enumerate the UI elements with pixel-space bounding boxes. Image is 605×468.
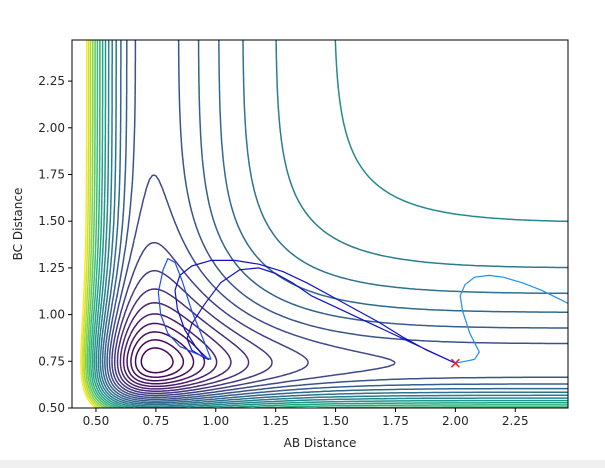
contour-level-11	[106, 40, 568, 401]
x-axis-ticks: 0.50 0.75 1.00 1.25 1.50 1.75 2.00 2.25	[83, 408, 529, 428]
y-tick-label: 1.00	[38, 308, 65, 322]
contour-level-18	[91, 40, 568, 408]
contour-level-3	[130, 331, 195, 382]
x-tick-label: 1.50	[322, 414, 349, 428]
contour-level-20	[88, 40, 568, 408]
x-tick-label: 1.25	[262, 414, 289, 428]
contour-level-10	[108, 174, 396, 399]
y-axis-ticks: 0.50 0.75 1.00 1.25 1.50 1.75 2.00 2.25	[38, 74, 72, 415]
x-axis-label: AB Distance	[284, 436, 357, 450]
x-tick-label: 0.50	[83, 414, 110, 428]
contour-level-9	[111, 241, 309, 397]
contour-lines	[80, 40, 568, 408]
trajectory-2	[157, 258, 212, 360]
x-tick-label: 1.00	[202, 414, 229, 428]
contour-level-24	[81, 40, 99, 408]
trajectory-1	[174, 259, 456, 364]
contour-level-6	[119, 302, 232, 390]
x-tick-label: 0.75	[143, 414, 170, 428]
contour-level-15	[97, 40, 568, 407]
y-tick-label: 2.00	[38, 121, 65, 135]
plot-area	[72, 40, 568, 408]
contour-level-23	[83, 40, 102, 408]
contour-level-1	[140, 347, 174, 374]
contour-level-5	[122, 313, 218, 388]
contour-level-12	[104, 40, 568, 402]
contour-level-17	[93, 40, 568, 408]
trajectory-markers	[450, 358, 460, 368]
x-tick-label: 2.00	[442, 414, 469, 428]
contour-level-21	[86, 40, 109, 408]
y-tick-label: 1.25	[38, 261, 65, 275]
x-tick-label: 2.25	[502, 414, 529, 428]
contour-level-16	[95, 40, 568, 408]
trajectory-lines	[157, 258, 568, 364]
contour-level-7	[116, 288, 250, 392]
x-tick-label: 1.75	[382, 414, 409, 428]
contour-level-19	[90, 40, 568, 408]
y-tick-label: 1.75	[38, 167, 65, 181]
y-tick-label: 1.50	[38, 214, 65, 228]
y-tick-label: 0.50	[38, 401, 65, 415]
y-tick-label: 2.25	[38, 74, 65, 88]
contour-level-25	[80, 40, 97, 408]
plot-frame	[71, 39, 569, 409]
contour-level-14	[99, 40, 568, 406]
bottom-strip	[0, 460, 605, 468]
contour-level-8	[113, 269, 273, 395]
contour-level-22	[84, 40, 106, 408]
trajectory-3	[455, 274, 568, 364]
y-tick-label: 0.75	[38, 354, 65, 368]
contour-level-2	[134, 339, 185, 378]
y-axis-label: BC Distance	[11, 188, 25, 261]
start-point-marker	[450, 358, 460, 368]
